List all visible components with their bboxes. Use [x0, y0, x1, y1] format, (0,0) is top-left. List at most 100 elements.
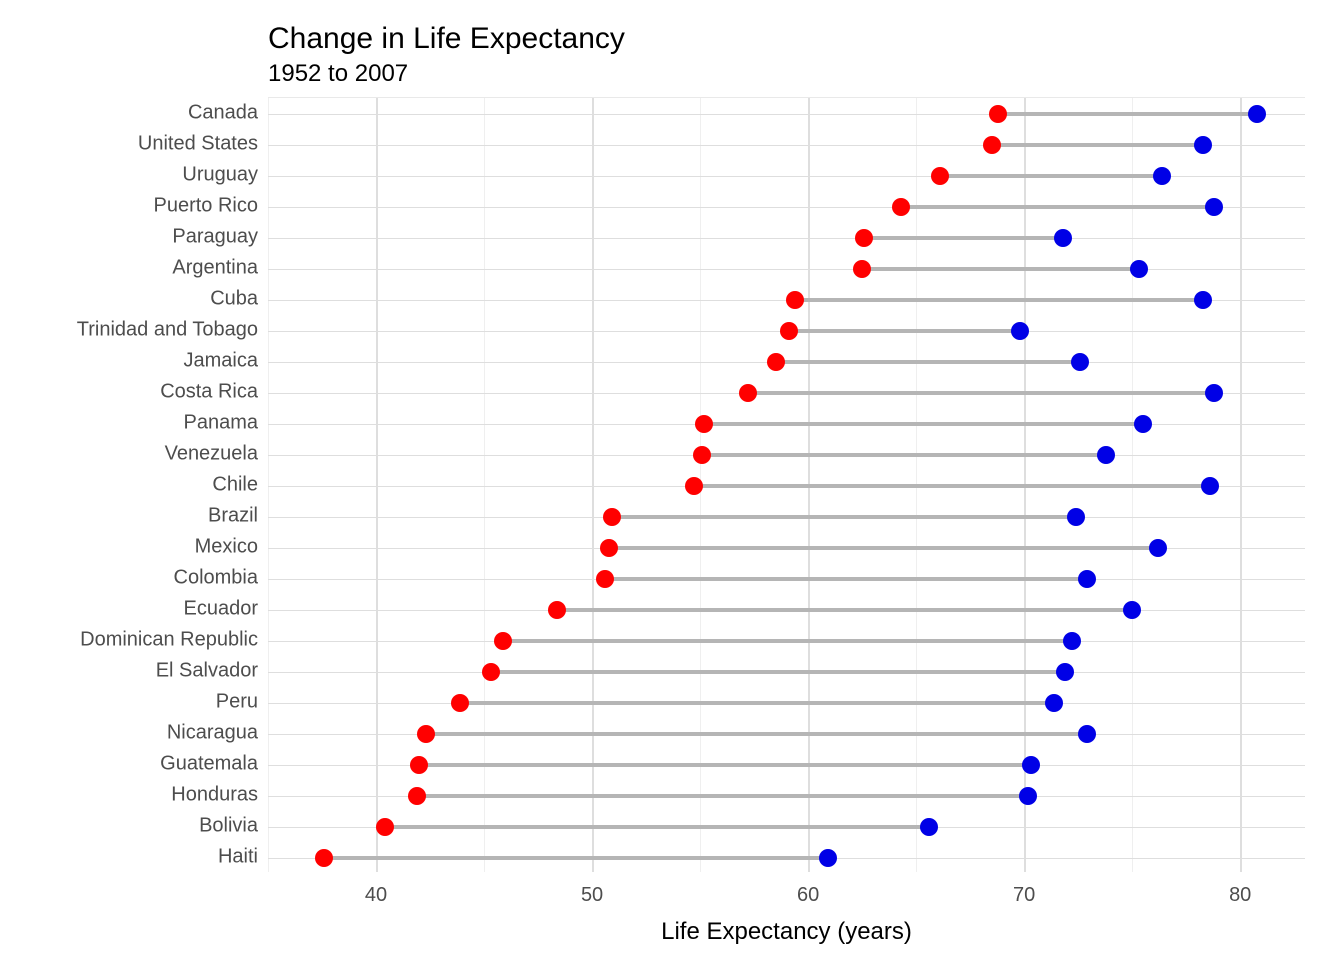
y-tick-label: Paraguay — [172, 225, 258, 248]
end-marker — [1205, 384, 1223, 402]
dumbbell-connector — [748, 391, 1215, 395]
x-tick-label: 40 — [365, 884, 387, 907]
start-marker — [695, 415, 713, 433]
dumbbell-connector — [702, 453, 1106, 457]
dumbbell-connector — [503, 639, 1071, 643]
start-marker — [603, 508, 621, 526]
y-tick-label: Peru — [216, 690, 258, 713]
y-tick-label: Chile — [212, 473, 258, 496]
start-marker — [989, 105, 1007, 123]
y-gridline — [268, 269, 1305, 270]
start-marker — [494, 632, 512, 650]
y-tick-label: Canada — [188, 101, 258, 124]
start-marker — [739, 384, 757, 402]
dumbbell-connector — [385, 825, 929, 829]
y-tick-label: Haiti — [218, 845, 258, 868]
y-tick-label: El Salvador — [156, 659, 258, 682]
start-marker — [983, 136, 1001, 154]
end-marker — [1153, 167, 1171, 185]
y-tick-label: Panama — [184, 411, 259, 434]
dumbbell-connector — [426, 732, 1087, 736]
dumbbell-connector — [460, 701, 1054, 705]
end-marker — [1149, 539, 1167, 557]
end-marker — [1248, 105, 1266, 123]
start-marker — [548, 601, 566, 619]
x-tick-label: 50 — [581, 884, 603, 907]
dumbbell-connector — [789, 329, 1020, 333]
dumbbell-connector — [998, 112, 1257, 116]
y-tick-label: Cuba — [210, 287, 258, 310]
dumbbell-connector — [940, 174, 1163, 178]
start-marker — [410, 756, 428, 774]
chart-subtitle: 1952 to 2007 — [268, 60, 408, 88]
y-tick-label: Jamaica — [184, 349, 258, 372]
y-tick-label: Ecuador — [184, 597, 259, 620]
y-tick-label: Bolivia — [199, 814, 258, 837]
y-tick-label: Brazil — [208, 504, 258, 527]
dumbbell-connector — [605, 577, 1087, 581]
start-marker — [315, 849, 333, 867]
y-tick-label: United States — [138, 132, 258, 155]
dumbbell-connector — [612, 515, 1076, 519]
end-marker — [1063, 632, 1081, 650]
start-marker — [693, 446, 711, 464]
dumbbell-connector — [491, 670, 1066, 674]
dumbbell-chart: Change in Life Expectancy 1952 to 2007 4… — [0, 0, 1344, 960]
dumbbell-connector — [862, 267, 1139, 271]
end-marker — [1130, 260, 1148, 278]
end-marker — [1123, 601, 1141, 619]
start-marker — [600, 539, 618, 557]
start-marker — [596, 570, 614, 588]
y-gridline — [268, 238, 1305, 239]
y-tick-label: Costa Rica — [160, 380, 258, 403]
end-marker — [819, 849, 837, 867]
plot-area — [268, 97, 1305, 872]
end-marker — [1134, 415, 1152, 433]
dumbbell-connector — [704, 422, 1143, 426]
dumbbell-connector — [776, 360, 1081, 364]
start-marker — [767, 353, 785, 371]
end-marker — [1054, 229, 1072, 247]
x-tick-label: 60 — [797, 884, 819, 907]
end-marker — [1019, 787, 1037, 805]
chart-title: Change in Life Expectancy — [268, 22, 625, 56]
end-marker — [1067, 508, 1085, 526]
end-marker — [1045, 694, 1063, 712]
end-marker — [1194, 136, 1212, 154]
start-marker — [408, 787, 426, 805]
start-marker — [853, 260, 871, 278]
dumbbell-connector — [419, 763, 1030, 767]
y-tick-label: Honduras — [171, 783, 258, 806]
end-marker — [1205, 198, 1223, 216]
dumbbell-connector — [992, 143, 1204, 147]
y-tick-label: Guatemala — [160, 752, 258, 775]
end-marker — [920, 818, 938, 836]
y-tick-label: Puerto Rico — [154, 194, 259, 217]
end-marker — [1022, 756, 1040, 774]
end-marker — [1097, 446, 1115, 464]
end-marker — [1201, 477, 1219, 495]
start-marker — [786, 291, 804, 309]
start-marker — [376, 818, 394, 836]
dumbbell-connector — [609, 546, 1158, 550]
end-marker — [1011, 322, 1029, 340]
start-marker — [931, 167, 949, 185]
start-marker — [892, 198, 910, 216]
y-tick-label: Nicaragua — [167, 721, 258, 744]
end-marker — [1078, 570, 1096, 588]
end-marker — [1078, 725, 1096, 743]
y-tick-label: Venezuela — [165, 442, 258, 465]
dumbbell-connector — [694, 484, 1210, 488]
x-axis-title: Life Expectancy (years) — [661, 918, 912, 946]
x-tick-label: 80 — [1229, 884, 1251, 907]
y-tick-label: Colombia — [174, 566, 258, 589]
dumbbell-connector — [557, 608, 1132, 612]
start-marker — [451, 694, 469, 712]
dumbbell-connector — [864, 236, 1063, 240]
end-marker — [1056, 663, 1074, 681]
start-marker — [855, 229, 873, 247]
dumbbell-connector — [417, 794, 1028, 798]
y-tick-label: Argentina — [172, 256, 258, 279]
start-marker — [780, 322, 798, 340]
y-tick-label: Trinidad and Tobago — [77, 318, 258, 341]
